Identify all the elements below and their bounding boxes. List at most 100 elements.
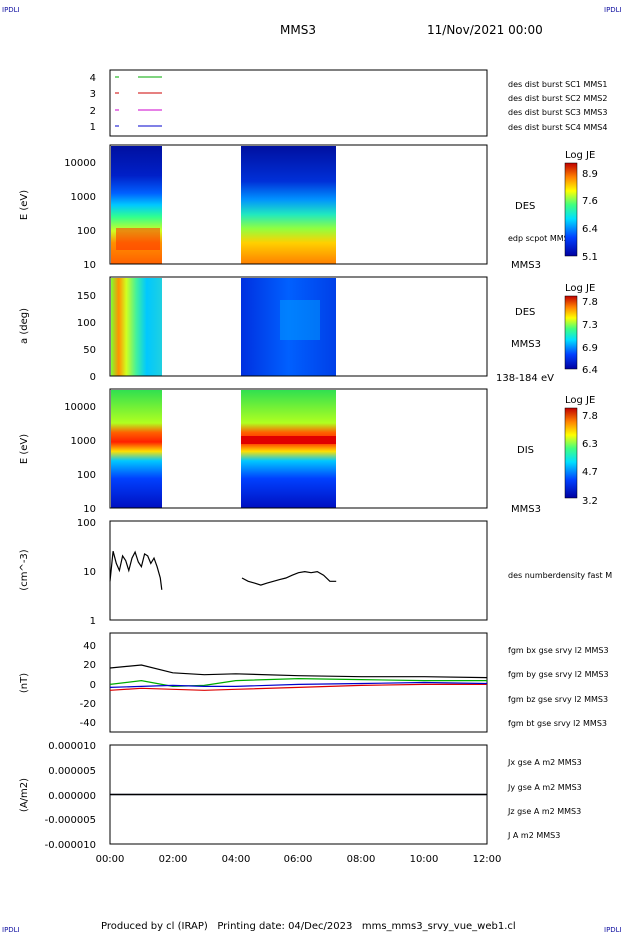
burst-ytick-3: 3 (90, 89, 96, 100)
b-ytick-20: 20 (83, 660, 96, 671)
legend-jz: Jz gse A m2 MMS3 (507, 807, 581, 816)
corner-tag-bottom-left: IPDLI (2, 926, 20, 934)
des-energy-sc: MMS3 (511, 260, 541, 271)
corner-tag-right: IPDLI (604, 6, 622, 14)
b-ytick-40: 40 (83, 641, 96, 652)
des-energy-hotspot (116, 228, 160, 250)
dis-energy-ylabel: E (eV) (19, 434, 30, 464)
des-energy-colorbar: Log JE 8.9 7.6 6.4 5.1 (564, 150, 598, 263)
j-ytick-3: 0.000005 (48, 766, 96, 777)
dis-e-ytick-10: 10 (83, 504, 96, 515)
dens-ytick-1: 1 (90, 616, 96, 627)
xtick-02: 02:00 (159, 854, 188, 865)
header-datetime: 11/Nov/2021 00:00 (427, 23, 543, 37)
panel-burst-legend: des dist burst SC1 MMS1 des dist burst S… (508, 80, 607, 132)
cb2-tick-3: 6.4 (582, 365, 598, 376)
dis-energy-block-1 (111, 390, 162, 508)
des-energy-ylabel: E (eV) (19, 190, 30, 220)
legend-bt: fgm bt gse srvy l2 MMS3 (508, 719, 607, 728)
bfield-plot (109, 664, 488, 691)
b-ytick-0: 0 (90, 680, 96, 691)
des-pitch-colorbar: Log JE 7.8 7.3 6.9 6.4 (564, 283, 598, 376)
cb1-title: Log JE (565, 150, 595, 161)
des-energy-yticks: 10 100 1000 10000 (64, 158, 96, 271)
b-ytick-m20: -20 (80, 699, 96, 710)
page-title: MMS3 (280, 23, 316, 37)
panel-dis-energy-frame (109, 388, 488, 509)
cb2-bar (564, 295, 578, 370)
dis-e-ytick-1000: 1000 (71, 436, 96, 447)
bfield-legend: fgm bx gse srvy l2 MMS3 fgm by gse srvy … (508, 646, 609, 728)
cb3-tick-0: 7.8 (582, 411, 598, 422)
cb1-bar (564, 162, 578, 257)
density-plot (109, 550, 337, 590)
density-yticks: 1 10 100 (77, 518, 96, 627)
panel-density-frame (109, 520, 488, 621)
cb1-tick-3: 5.1 (582, 252, 598, 263)
dens-ytick-10: 10 (83, 567, 96, 578)
j-ytick-0: -0.000010 (45, 840, 96, 851)
bfield-series-3 (109, 664, 488, 679)
xtick-06: 06:00 (284, 854, 313, 865)
cb3-tick-1: 6.3 (582, 439, 598, 450)
panel-des-energy-frame (109, 144, 488, 265)
dis-energy-sc: MMS3 (511, 504, 541, 515)
legend-j: J A m2 MMS3 (507, 831, 560, 840)
cb3-title: Log JE (565, 395, 595, 406)
density-series-0 (109, 550, 163, 590)
corner-tag-left: IPDLI (2, 6, 20, 14)
des-energy-sublabel: edp scpot MMS3 (508, 234, 574, 243)
cb3-bar (564, 407, 578, 499)
legend-by: fgm by gse srvy l2 MMS3 (508, 670, 609, 679)
legend-sc4: des dist burst SC4 MMS4 (508, 123, 607, 132)
x-axis-ticks: 00:00 02:00 04:00 06:00 08:00 10:00 12:0… (96, 854, 502, 865)
dis-e-ytick-10000: 10000 (64, 402, 96, 413)
cb2-tick-1: 7.3 (582, 320, 598, 331)
burst-ytick-1: 1 (90, 122, 96, 133)
des-e-ytick-1000: 1000 (71, 192, 96, 203)
legend-bz: fgm bz gse srvy l2 MMS3 (508, 695, 608, 704)
xtick-12: 12:00 (473, 854, 502, 865)
des-energy-instrument: DES (515, 201, 535, 212)
cb2-title: Log JE (565, 283, 595, 294)
dis-energy-spectrogram (111, 390, 336, 508)
des-pitch-patch (280, 300, 320, 340)
dis-energy-block-2 (241, 390, 336, 508)
density-series-1 (241, 570, 337, 586)
panel-des-pitch-frame (109, 276, 488, 377)
des-pitch-block-2 (241, 278, 336, 376)
legend-jy: Jy gse A m2 MMS3 (507, 783, 582, 792)
panel-burst-yticks: 4 3 2 1 (90, 73, 96, 133)
des-pitch-yticks: 0 50 100 150 (77, 291, 96, 383)
cb1-tick-2: 6.4 (582, 224, 598, 235)
j-ytick-4: 0.000010 (48, 741, 96, 752)
cb2-tick-0: 7.8 (582, 297, 598, 308)
des-pitch-block-1 (111, 278, 162, 376)
density-legend: des numberdensity fast M (508, 571, 612, 580)
des-e-ytick-10000: 10000 (64, 158, 96, 169)
pa-ytick-0: 0 (90, 372, 96, 383)
pa-ytick-100: 100 (77, 318, 96, 329)
corner-tag-bottom-right: IPDLI (604, 926, 622, 934)
density-ylabel: (cm^-3) (19, 549, 30, 590)
current-ylabel: (A/m2) (19, 778, 30, 812)
des-pitch-instrument: DES (515, 307, 535, 318)
burst-ytick-4: 4 (90, 73, 96, 84)
des-e-ytick-100: 100 (77, 226, 96, 237)
des-pitch-spectrogram (111, 278, 336, 376)
des-energy-spectrogram (111, 146, 336, 264)
panel-bfield-frame (109, 632, 488, 733)
xtick-04: 04:00 (222, 854, 251, 865)
legend-bx: fgm bx gse srvy l2 MMS3 (508, 646, 609, 655)
current-yticks: -0.000010 -0.000005 0.000000 0.000005 0.… (45, 741, 96, 851)
legend-sc1: des dist burst SC1 MMS1 (508, 80, 607, 89)
b-ytick-m40: -40 (80, 718, 96, 729)
des-pitch-energy: 138-184 eV (496, 373, 554, 384)
dis-e-ytick-100: 100 (77, 470, 96, 481)
cb1-tick-1: 7.6 (582, 196, 598, 207)
legend-sc3: des dist burst SC3 MMS3 (508, 108, 607, 117)
des-pitch-sc: MMS3 (511, 339, 541, 350)
des-e-ytick-10: 10 (83, 260, 96, 271)
pa-ytick-50: 50 (83, 345, 96, 356)
